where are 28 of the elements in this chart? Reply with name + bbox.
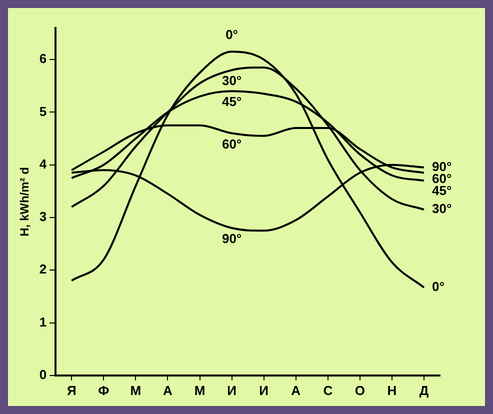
series-label: 30° [222,73,242,88]
series-label: 60° [222,136,242,152]
y-tick-label: 3 [39,209,47,224]
y-tick-label: 5 [39,104,47,119]
x-tick-label: Я [66,382,76,398]
line-series [70,50,425,288]
x-tick-label: М [194,382,206,398]
x-tick-label: М [130,382,142,398]
x-tick-label: И [227,382,236,398]
text: 0° [226,26,238,42]
y-axis-title: H, kWh/m² d [18,167,32,236]
x-tick-label: А [291,382,302,398]
y-tick-label: 0 [39,366,47,382]
x-tick-label: С [323,382,334,398]
series-label: 0° [432,279,444,294]
x-tick-label: О [354,382,365,398]
x-tick-label: Ф [98,382,110,398]
y-tick-label: 6 [39,51,47,66]
text: 30° [432,201,452,216]
y-tick-label: 1 [39,314,47,330]
series-label: 45° [222,94,242,110]
x-tick-label: И [259,382,268,398]
x-tick-label: Н [387,382,397,398]
x-tick-label: А [163,382,174,398]
series-label: 90° [222,231,242,246]
y-tick-label: 4 [39,156,48,172]
x-tick-label: Д [419,382,430,398]
y-tick-label: 2 [39,262,47,277]
